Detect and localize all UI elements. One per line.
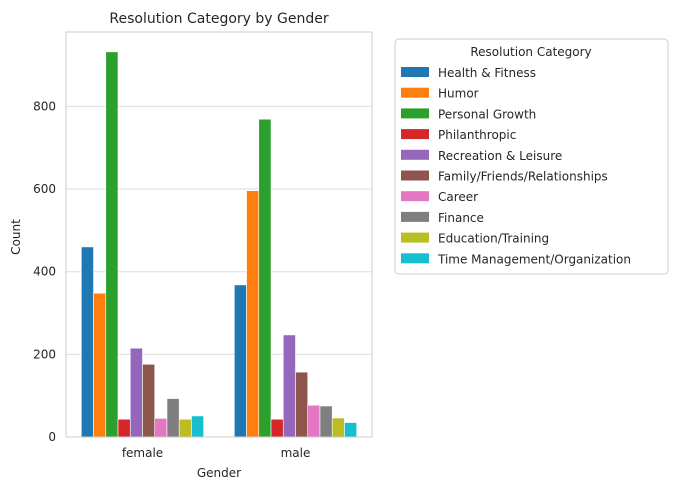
legend-label: Humor bbox=[438, 87, 479, 101]
bar bbox=[154, 418, 168, 438]
legend-swatch bbox=[401, 211, 429, 222]
legend-label: Recreation & Leisure bbox=[438, 149, 562, 163]
bar bbox=[307, 404, 321, 438]
bar bbox=[331, 417, 345, 438]
bar bbox=[129, 347, 143, 438]
bar bbox=[246, 190, 260, 438]
legend-swatch bbox=[401, 170, 429, 181]
chart-title: Resolution Category by Gender bbox=[109, 11, 328, 27]
legend-label: Health & Fitness bbox=[438, 66, 536, 80]
bar bbox=[178, 418, 192, 438]
bar bbox=[258, 118, 272, 438]
legend-title: Resolution Category bbox=[470, 45, 591, 59]
legend-label: Personal Growth bbox=[438, 107, 536, 121]
y-tick-label: 600 bbox=[33, 182, 56, 196]
x-tick-label: male bbox=[281, 446, 311, 460]
legend-swatch bbox=[401, 108, 429, 119]
legend-swatch bbox=[401, 87, 429, 98]
legend-label: Time Management/Organization bbox=[437, 252, 631, 266]
bar bbox=[166, 398, 180, 438]
legend-label: Philanthropic bbox=[438, 128, 516, 142]
x-axis-label: Gender bbox=[197, 466, 241, 480]
legend-swatch bbox=[401, 149, 429, 160]
legend-label: Finance bbox=[438, 211, 484, 225]
legend-swatch bbox=[401, 232, 429, 243]
legend-label: Family/Friends/Relationships bbox=[438, 170, 608, 184]
axes-frame bbox=[65, 31, 373, 438]
legend-frame bbox=[394, 38, 669, 275]
y-axis-label: Count bbox=[9, 219, 23, 255]
legend-label: Career bbox=[438, 190, 478, 204]
legend-swatch bbox=[401, 129, 429, 140]
x-tick-label: female bbox=[122, 446, 163, 460]
bar bbox=[344, 422, 357, 438]
bar bbox=[93, 292, 107, 438]
y-tick-label: 400 bbox=[33, 265, 56, 279]
y-tick-label: 200 bbox=[33, 347, 56, 361]
bar bbox=[81, 246, 94, 438]
bar bbox=[142, 363, 156, 438]
bar bbox=[234, 284, 247, 438]
bar bbox=[191, 415, 205, 438]
bar bbox=[270, 418, 284, 438]
legend-swatch bbox=[401, 253, 429, 264]
bar bbox=[295, 371, 309, 438]
bar bbox=[117, 418, 131, 438]
plot-area: 0 200 400 600 800 female male bbox=[33, 31, 373, 460]
bar bbox=[319, 405, 333, 438]
bar bbox=[105, 51, 119, 438]
y-tick-label: 0 bbox=[48, 430, 56, 444]
y-tick-label: 800 bbox=[33, 99, 56, 113]
legend: Resolution Category Health & Fitness Humo… bbox=[394, 38, 669, 275]
legend-swatch bbox=[401, 67, 429, 77]
bar bbox=[282, 334, 296, 438]
legend-swatch bbox=[401, 191, 429, 202]
legend-label: Education/Training bbox=[438, 232, 549, 246]
